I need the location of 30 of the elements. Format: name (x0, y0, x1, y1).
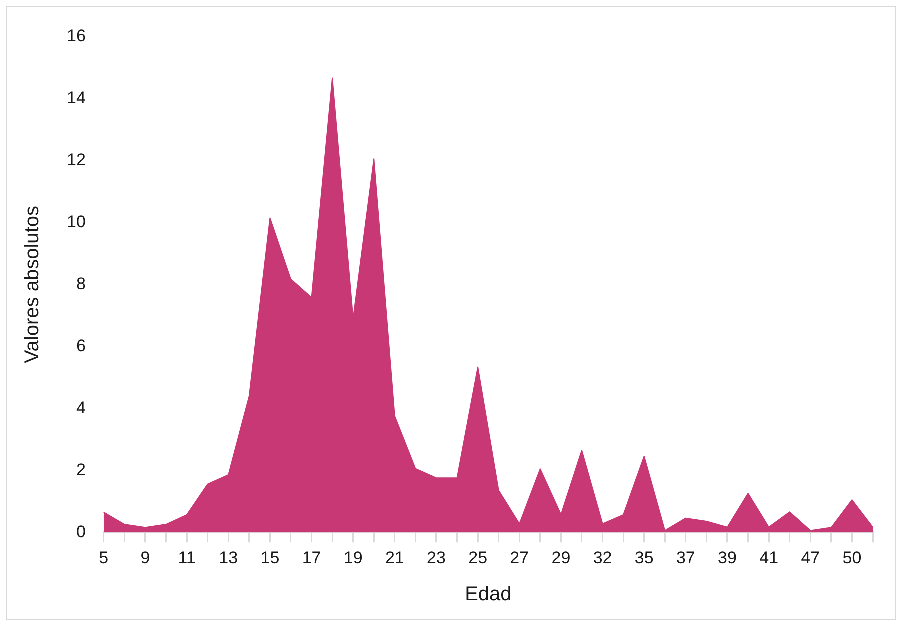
x-tick-label: 13 (219, 548, 238, 568)
x-tick-label: 17 (302, 548, 322, 568)
y-tick-label: 6 (76, 336, 86, 356)
x-tick-label: 39 (718, 548, 737, 568)
y-tick-label: 8 (76, 274, 86, 294)
y-axis-title: Valores absolutos (22, 206, 44, 364)
x-tick-label: 35 (634, 548, 654, 568)
y-tick-label: 12 (66, 150, 86, 170)
x-tick-label: 5 (99, 548, 109, 568)
x-tick-label: 50 (842, 548, 862, 568)
x-tick-label: 27 (510, 548, 530, 568)
x-tick-label: 32 (593, 548, 612, 568)
y-tick-label: 0 (76, 522, 86, 542)
x-tick-label: 11 (178, 548, 196, 568)
y-tick-label: 16 (66, 26, 86, 46)
x-tick-label: 23 (427, 548, 446, 568)
y-tick-label: 14 (66, 88, 86, 108)
x-tick-label: 25 (468, 548, 488, 568)
y-tick-label: 4 (76, 398, 86, 418)
x-tick-label: 37 (676, 548, 696, 568)
x-axis-title: Edad (465, 584, 512, 606)
x-tick-label: 47 (801, 548, 820, 568)
x-tick-label: 21 (385, 548, 404, 568)
x-tick-label: 15 (260, 548, 280, 568)
x-tick-label: 19 (344, 548, 363, 568)
x-tick-label: 29 (552, 548, 571, 568)
y-tick-label: 10 (66, 212, 86, 232)
x-tick-label: 41 (760, 548, 779, 568)
y-tick-label: 2 (76, 460, 86, 480)
x-tick-label: 9 (140, 548, 150, 568)
